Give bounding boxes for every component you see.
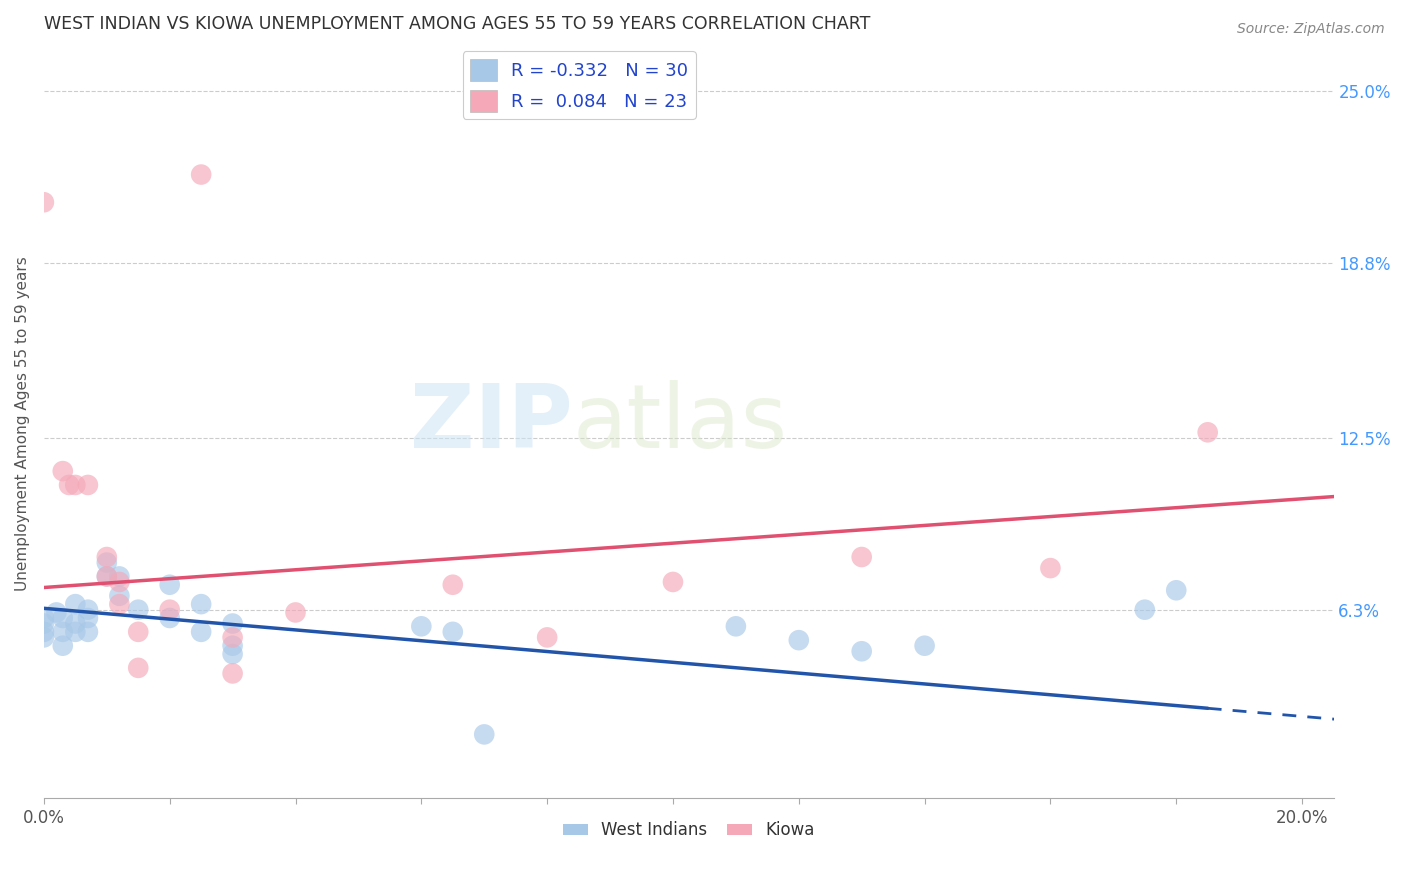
Point: [159, 578, 181, 592]
Point: [96, 569, 118, 583]
Point: [441, 624, 464, 639]
Point: [96, 556, 118, 570]
Point: [108, 589, 131, 603]
Point: [221, 647, 243, 661]
Point: [65, 478, 87, 492]
Text: ZIP: ZIP: [411, 381, 572, 467]
Point: [77, 602, 100, 616]
Point: [190, 597, 212, 611]
Point: [441, 578, 464, 592]
Point: [1197, 425, 1219, 440]
Point: [662, 574, 685, 589]
Point: [32, 624, 55, 639]
Point: [52, 624, 75, 639]
Point: [221, 666, 243, 681]
Point: [108, 574, 131, 589]
Point: [1166, 583, 1188, 598]
Point: [32, 616, 55, 631]
Point: [190, 624, 212, 639]
Point: [724, 619, 747, 633]
Point: [221, 631, 243, 645]
Point: [472, 727, 495, 741]
Point: [65, 616, 87, 631]
Point: [851, 644, 873, 658]
Point: [914, 639, 936, 653]
Point: [159, 611, 181, 625]
Y-axis label: Unemployment Among Ages 55 to 59 years: Unemployment Among Ages 55 to 59 years: [15, 257, 30, 591]
Point: [52, 639, 75, 653]
Point: [32, 631, 55, 645]
Point: [77, 624, 100, 639]
Point: [127, 661, 149, 675]
Point: [411, 619, 433, 633]
Point: [96, 549, 118, 564]
Point: [127, 602, 149, 616]
Point: [787, 633, 810, 648]
Text: Source: ZipAtlas.com: Source: ZipAtlas.com: [1237, 22, 1385, 37]
Point: [32, 611, 55, 625]
Point: [1133, 602, 1156, 616]
Point: [52, 464, 75, 478]
Point: [221, 639, 243, 653]
Point: [32, 195, 55, 210]
Point: [58, 478, 80, 492]
Point: [221, 616, 243, 631]
Point: [851, 549, 873, 564]
Point: [108, 597, 131, 611]
Point: [77, 478, 100, 492]
Text: WEST INDIAN VS KIOWA UNEMPLOYMENT AMONG AGES 55 TO 59 YEARS CORRELATION CHART: WEST INDIAN VS KIOWA UNEMPLOYMENT AMONG …: [44, 15, 870, 33]
Point: [159, 602, 181, 616]
Point: [52, 611, 75, 625]
Point: [284, 606, 307, 620]
Legend: West Indians, Kiowa: West Indians, Kiowa: [555, 814, 821, 846]
Point: [65, 624, 87, 639]
Point: [45, 606, 67, 620]
Point: [127, 624, 149, 639]
Point: [536, 631, 558, 645]
Point: [77, 611, 100, 625]
Point: [108, 569, 131, 583]
Point: [1039, 561, 1062, 575]
Point: [190, 168, 212, 182]
Point: [96, 569, 118, 583]
Point: [65, 597, 87, 611]
Text: atlas: atlas: [572, 381, 787, 467]
